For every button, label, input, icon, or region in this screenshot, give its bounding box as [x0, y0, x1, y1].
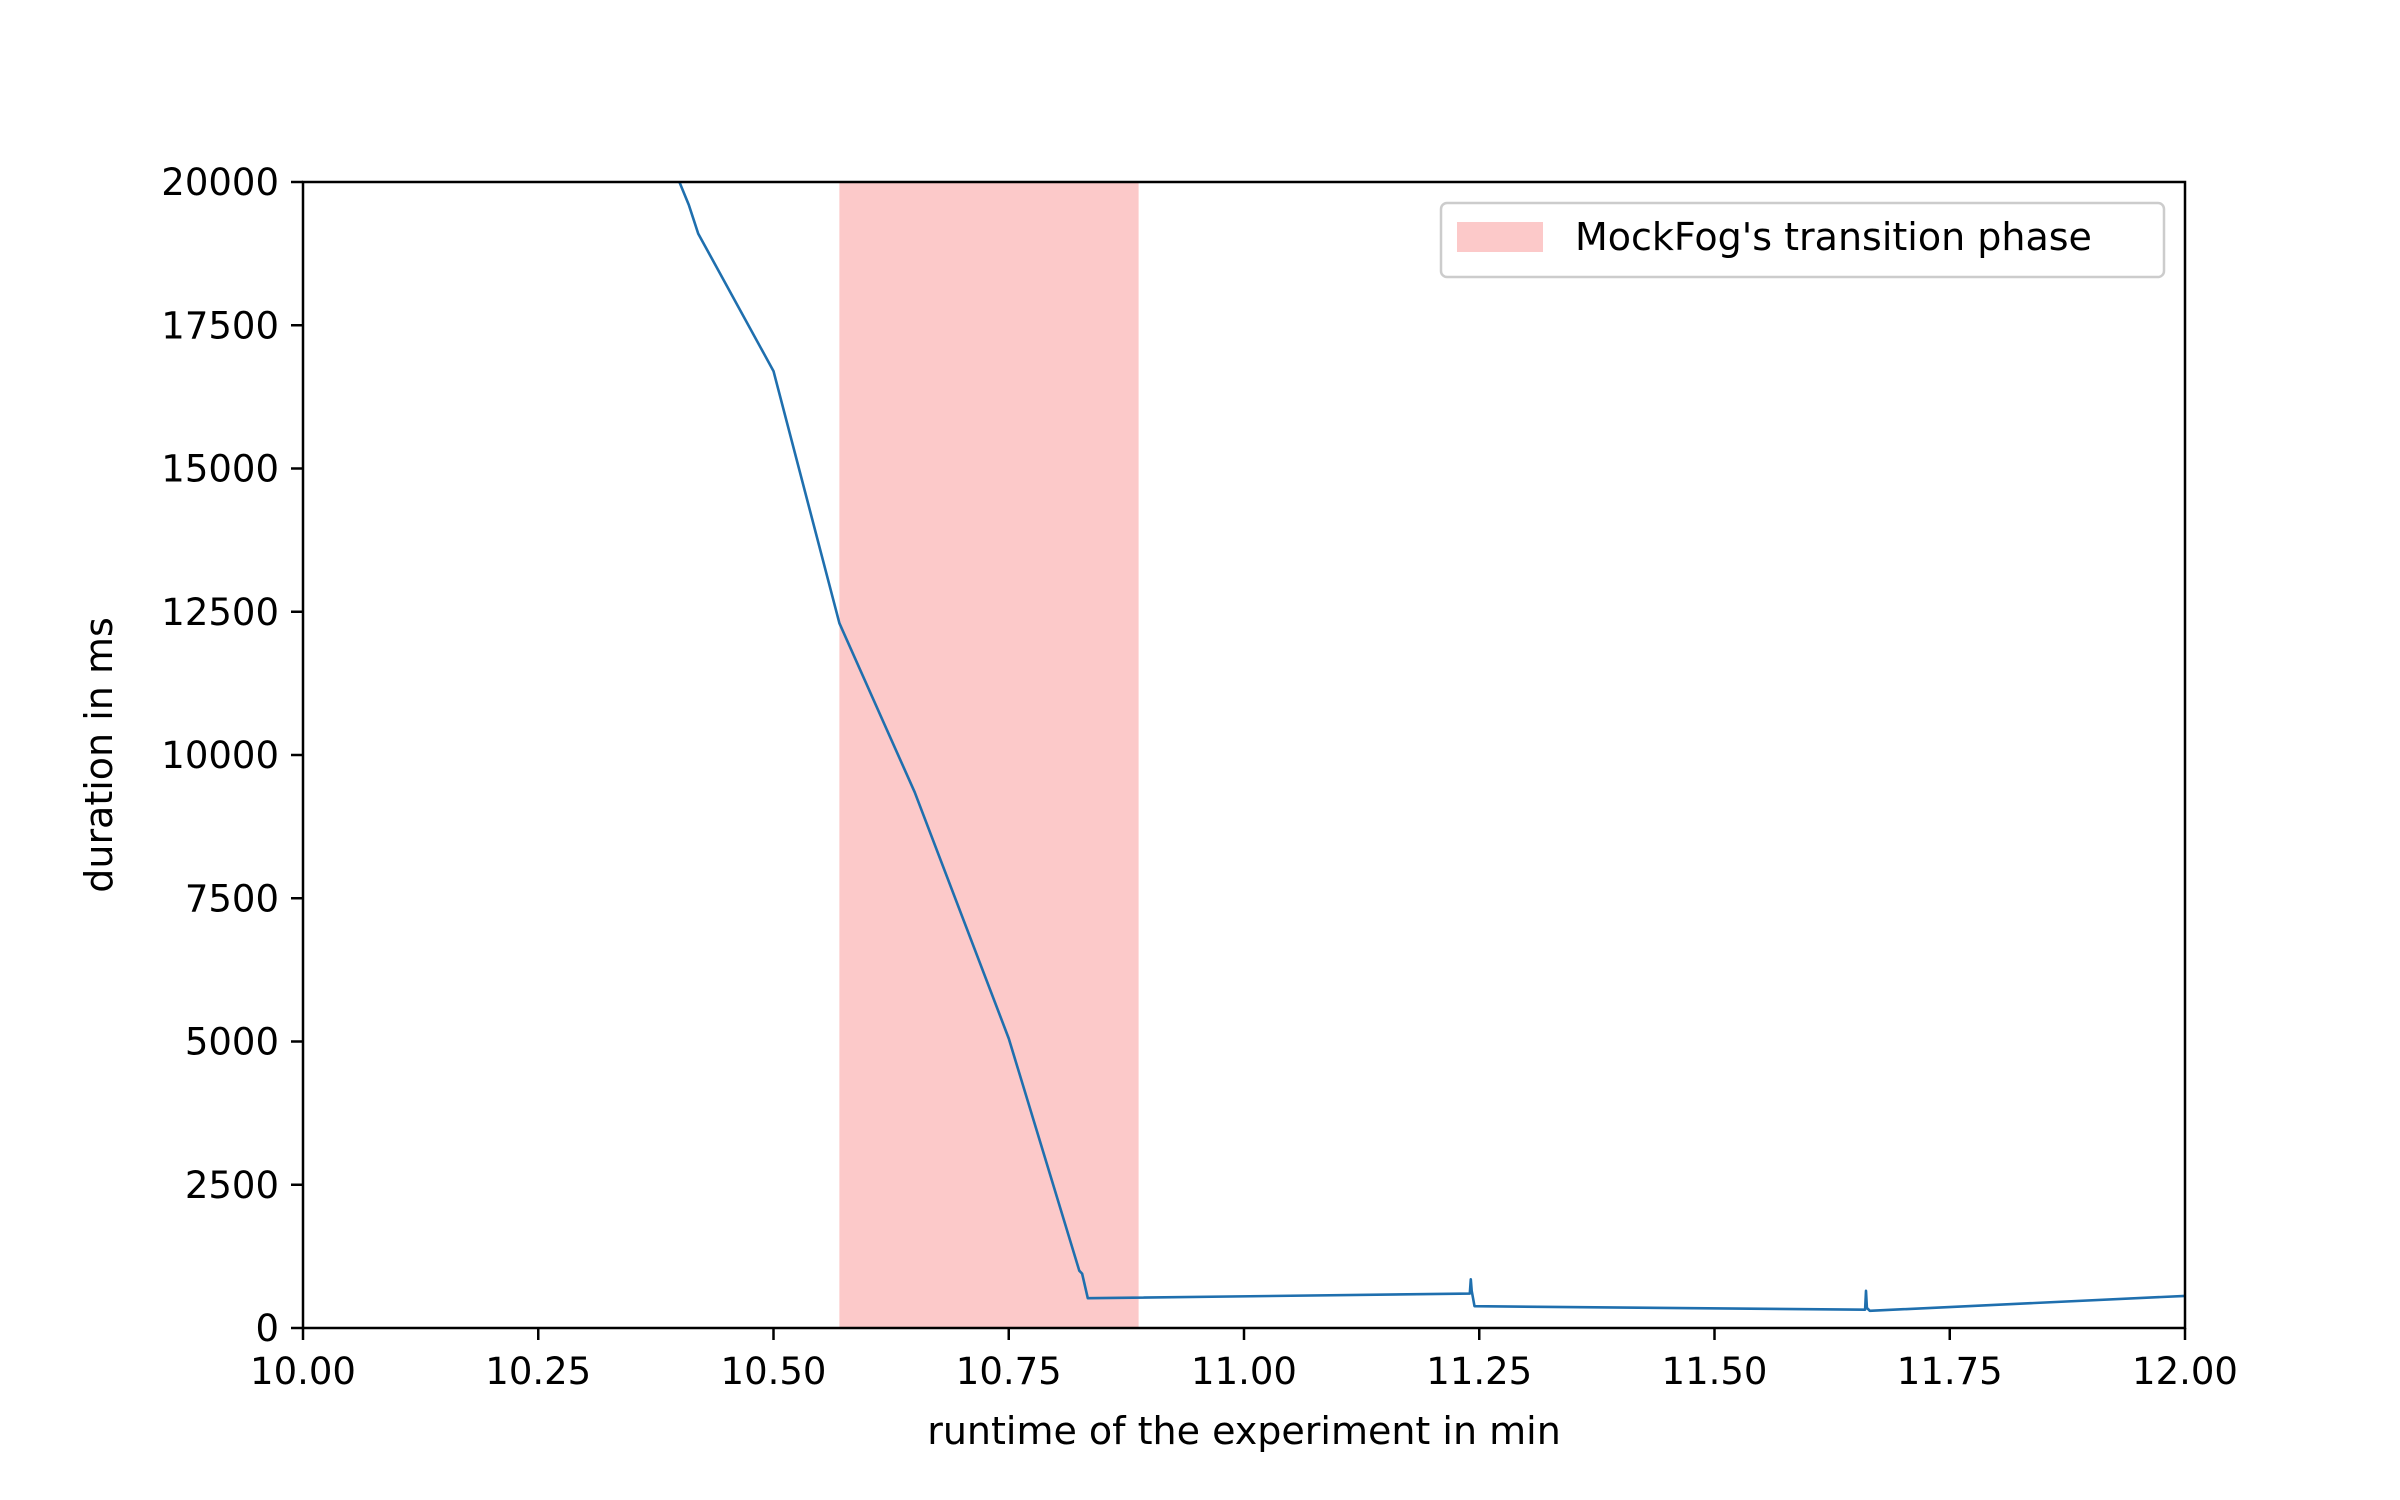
legend: MockFog's transition phase	[1439, 201, 2166, 279]
y-axis-ticks: 0 2500 5000 7500 10000 12500 15000 17500 20000	[161, 161, 303, 1350]
series-line-layer	[678, 182, 2185, 1313]
x-tick-label: 10.00	[250, 1350, 356, 1393]
highlight-span-layer	[839, 182, 1139, 1328]
transition-phase-span	[839, 182, 1139, 1328]
plot-frame	[301, 180, 2187, 1330]
x-tick-label: 12.00	[2132, 1350, 2238, 1393]
x-tick-label: 10.75	[956, 1350, 1062, 1393]
y-tick-label: 0	[255, 1307, 279, 1350]
y-tick-label: 2500	[185, 1164, 279, 1207]
legend-label: MockFog's transition phase	[1575, 215, 2092, 259]
legend-box	[1439, 201, 2166, 279]
x-tick-label: 11.50	[1662, 1350, 1768, 1393]
x-tick-label: 11.75	[1897, 1350, 2003, 1393]
x-tick-label: 11.00	[1191, 1350, 1297, 1393]
x-axis-ticks: 10.00 10.25 10.50 10.75 11.00 11.25 11.50 11.75…	[250, 1328, 2238, 1393]
y-tick-label: 7500	[185, 877, 279, 920]
x-tick-label: 10.50	[721, 1350, 827, 1393]
y-tick-label: 10000	[161, 734, 279, 777]
y-tick-label: 17500	[161, 304, 279, 347]
series-line	[678, 182, 2185, 1313]
y-tick-label: 15000	[161, 448, 279, 491]
y-tick-label: 20000	[161, 161, 279, 204]
y-axis-label: duration in ms	[77, 617, 121, 893]
x-axis-label: runtime of the experiment in min	[927, 1409, 1561, 1453]
x-tick-label: 10.25	[485, 1350, 591, 1393]
legend-swatch	[1457, 222, 1543, 252]
y-tick-label: 12500	[161, 591, 279, 634]
y-tick-label: 5000	[185, 1021, 279, 1064]
x-tick-label: 11.25	[1426, 1350, 1532, 1393]
